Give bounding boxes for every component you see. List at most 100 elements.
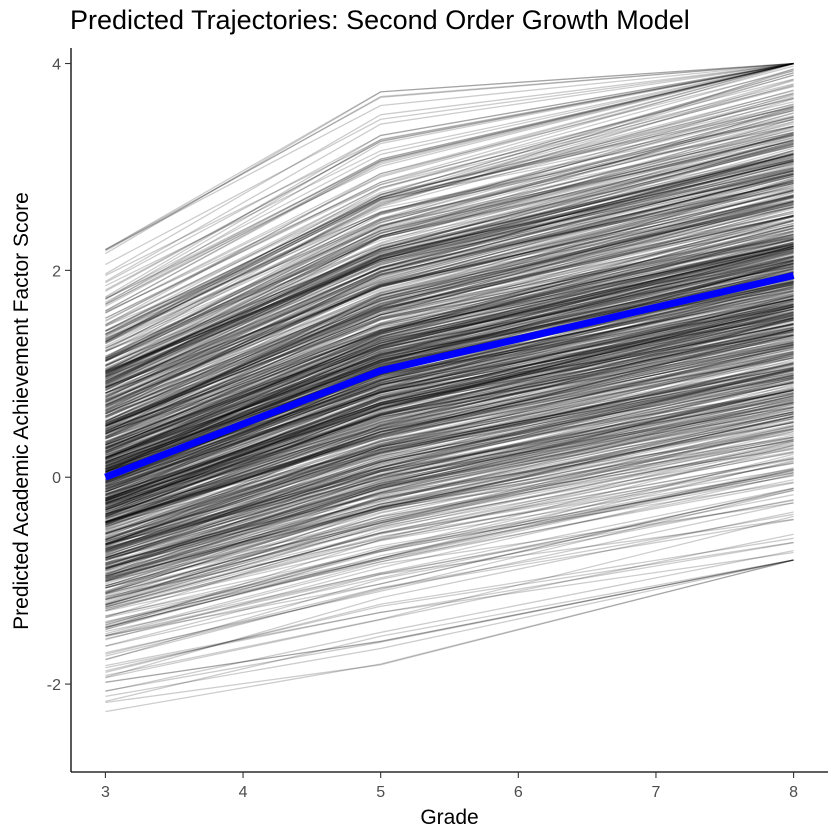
- individual-trajectory-line: [105, 391, 794, 559]
- individual-trajectory-line: [105, 473, 794, 641]
- individual-trajectory-line: [105, 262, 794, 462]
- individual-trajectory-line: [105, 265, 794, 471]
- individual-trajectory-line: [105, 302, 794, 500]
- individual-trajectory-line: [105, 133, 794, 387]
- individual-trajectory-line: [105, 215, 794, 436]
- individual-trajectory-line: [105, 236, 794, 417]
- individual-trajectory-line: [105, 116, 794, 336]
- individual-trajectory-line: [105, 186, 794, 391]
- x-tick-label: 5: [376, 784, 385, 801]
- individual-trajectory-line: [105, 428, 794, 595]
- individual-trajectory-line: [105, 436, 794, 606]
- individual-trajectory-line: [105, 285, 794, 482]
- individual-trajectory-line: [105, 239, 794, 446]
- individual-trajectory-line: [105, 370, 794, 551]
- individual-trajectory-line: [105, 328, 794, 546]
- individual-trajectory-line: [105, 351, 794, 535]
- individual-trajectory-line: [105, 431, 794, 607]
- individual-trajectory-line: [105, 394, 794, 567]
- individual-trajectory-line: [105, 559, 794, 684]
- individual-trajectory-line: [105, 210, 794, 422]
- individual-trajectory-line: [105, 342, 794, 517]
- individual-trajectory-line: [105, 149, 794, 383]
- individual-trajectory-line: [105, 324, 794, 496]
- individual-trajectory-line: [105, 420, 794, 600]
- individual-trajectory-line: [105, 254, 794, 461]
- individual-trajectory-line: [105, 298, 794, 485]
- individual-trajectory-line: [105, 310, 794, 491]
- individual-trajectory-line: [105, 475, 794, 610]
- individual-trajectory-line: [105, 319, 794, 526]
- individual-trajectory-line: [105, 245, 794, 446]
- individual-trajectory-line: [105, 264, 794, 469]
- individual-trajectory-line: [105, 325, 794, 520]
- individual-trajectory-line: [105, 313, 794, 484]
- individual-trajectory-line: [105, 376, 794, 555]
- individual-trajectory-line: [105, 411, 794, 579]
- individual-trajectory-line: [105, 317, 794, 486]
- individual-trajectory-line: [105, 245, 794, 432]
- individual-trajectory-line: [105, 228, 794, 433]
- individual-trajectory-line: [105, 241, 794, 464]
- individual-trajectory-line: [105, 340, 794, 518]
- individual-trajectory-line: [105, 241, 794, 443]
- individual-trajectory-line: [105, 306, 794, 502]
- individual-trajectory-line: [105, 323, 794, 502]
- individual-trajectory-line: [105, 439, 794, 601]
- individual-trajectory-line: [105, 131, 794, 345]
- individual-trajectory-line: [105, 153, 794, 367]
- individual-trajectory-line: [105, 182, 794, 406]
- individual-trajectory-line: [105, 222, 794, 440]
- individual-trajectory-line: [105, 175, 794, 373]
- individual-trajectory-line: [105, 428, 794, 577]
- individual-trajectory-line: [105, 127, 794, 377]
- individual-trajectory-line: [105, 120, 794, 360]
- individual-trajectory-line: [105, 247, 794, 467]
- individual-trajectory-line: [105, 341, 794, 524]
- individual-trajectory-line: [105, 334, 794, 517]
- individual-trajectory-line: [105, 142, 794, 361]
- individual-trajectory-line: [105, 292, 794, 484]
- individual-trajectory-line: [105, 132, 794, 367]
- individual-trajectory-line: [105, 285, 794, 499]
- individual-trajectory-line: [105, 312, 794, 507]
- individual-trajectory-line: [105, 330, 794, 500]
- individual-trajectory-line: [105, 155, 794, 370]
- individual-trajectory-line: [105, 196, 794, 425]
- individual-trajectory-line: [105, 233, 794, 426]
- individual-trajectory-line: [105, 62, 794, 291]
- individual-trajectory-line: [105, 224, 794, 432]
- individual-trajectory-line: [105, 398, 794, 579]
- individual-trajectory-line: [105, 319, 794, 517]
- individual-trajectory-line: [105, 389, 794, 543]
- individual-trajectory-line: [105, 308, 794, 499]
- individual-trajectory-line: [105, 181, 794, 389]
- individual-trajectory-line: [105, 415, 794, 582]
- individual-trajectory-line: [105, 374, 794, 548]
- individual-trajectory-line: [105, 352, 794, 541]
- individual-trajectory-line: [105, 361, 794, 540]
- individual-trajectory-line: [105, 305, 794, 513]
- individual-trajectory-line: [105, 259, 794, 463]
- individual-trajectory-line: [105, 90, 794, 332]
- individual-trajectory-line: [105, 290, 794, 483]
- individual-trajectory-line: [105, 216, 794, 427]
- individual-trajectory-line: [105, 415, 794, 584]
- individual-trajectory-line: [105, 205, 794, 414]
- individual-trajectory-line: [105, 190, 794, 409]
- individual-trajectory-line: [105, 411, 794, 578]
- individual-trajectory-line: [105, 235, 794, 462]
- individual-trajectory-line: [105, 121, 794, 361]
- individual-trajectory-line: [105, 62, 794, 287]
- individual-trajectory-line: [105, 363, 794, 530]
- individual-trajectory-line: [105, 311, 794, 503]
- individual-trajectory-line: [105, 451, 794, 608]
- individual-trajectory-line: [105, 145, 794, 383]
- individual-trajectory-line: [105, 215, 794, 440]
- individual-trajectory-line: [105, 378, 794, 550]
- individual-trajectory-line: [105, 401, 794, 574]
- individual-trajectory-line: [105, 315, 794, 485]
- individual-trajectory-line: [105, 244, 794, 473]
- individual-trajectory-line: [105, 78, 794, 338]
- individual-trajectory-line: [105, 233, 794, 449]
